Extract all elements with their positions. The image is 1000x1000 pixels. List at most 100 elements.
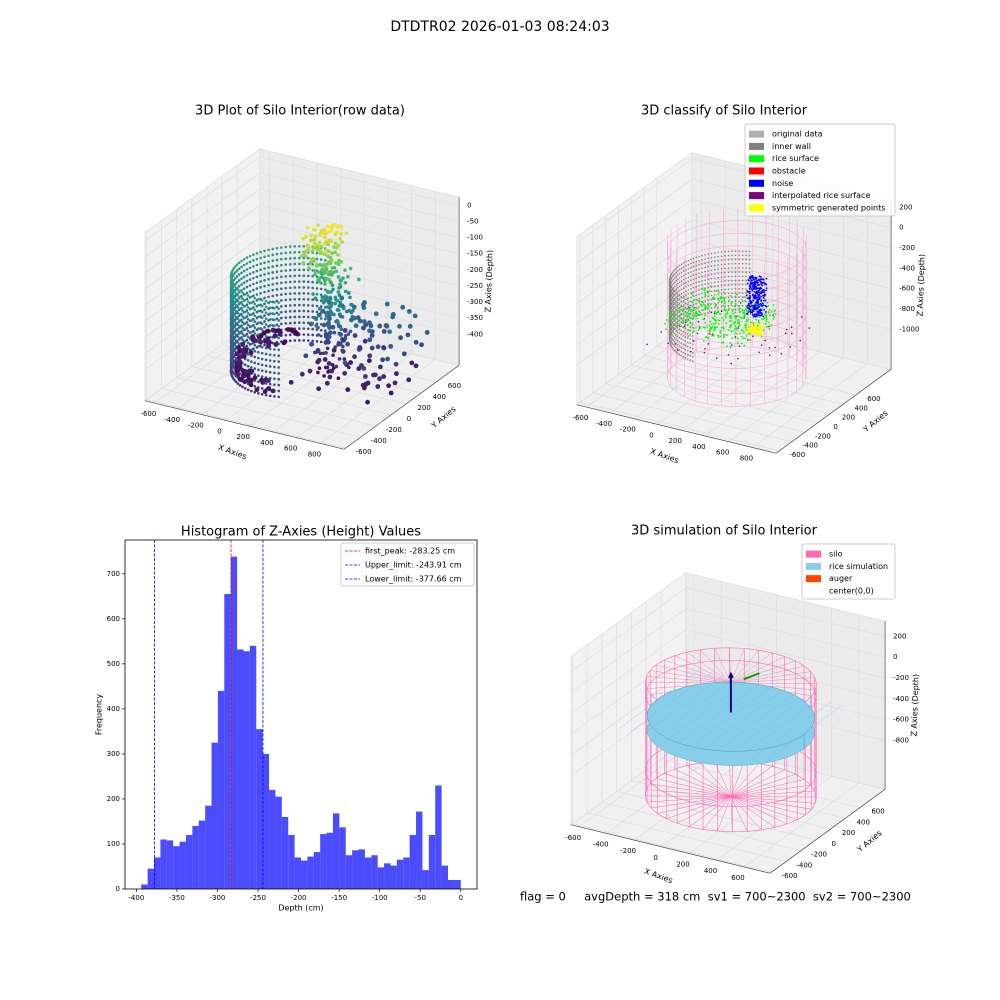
point xyxy=(321,300,326,305)
point xyxy=(692,317,695,319)
point xyxy=(673,315,676,318)
point xyxy=(264,323,268,326)
point xyxy=(306,262,310,266)
point xyxy=(316,333,321,337)
point xyxy=(340,349,346,354)
point xyxy=(725,309,728,312)
point xyxy=(317,366,322,371)
grid-line xyxy=(259,237,460,287)
point xyxy=(328,309,333,314)
point xyxy=(684,331,687,334)
point xyxy=(315,292,319,296)
point xyxy=(241,332,244,336)
point xyxy=(257,374,260,377)
point xyxy=(754,323,757,327)
point xyxy=(749,300,752,303)
point xyxy=(315,251,319,255)
histogram: -400 -350 -300 -250 -200 -150 -100 -50 001002003… xyxy=(95,525,478,913)
point xyxy=(330,363,335,367)
point xyxy=(237,267,241,270)
point xyxy=(669,296,671,298)
point xyxy=(741,250,744,252)
point xyxy=(678,340,681,343)
point xyxy=(701,296,704,299)
point xyxy=(762,294,764,297)
point xyxy=(686,354,689,356)
point xyxy=(670,341,673,343)
silo-wire xyxy=(730,796,812,810)
point xyxy=(317,240,322,245)
silo-wire xyxy=(730,796,817,798)
point xyxy=(741,292,744,294)
point xyxy=(257,321,260,325)
point xyxy=(330,251,334,256)
point xyxy=(320,268,324,273)
point xyxy=(250,330,253,334)
point xyxy=(721,300,724,303)
point xyxy=(704,262,706,265)
point xyxy=(724,313,727,316)
point xyxy=(253,373,257,376)
point xyxy=(672,306,675,308)
point xyxy=(768,325,770,328)
x-tick-label: -350 xyxy=(169,894,185,902)
point xyxy=(306,315,310,319)
point xyxy=(669,321,671,323)
point xyxy=(675,271,678,274)
point xyxy=(268,353,272,356)
point xyxy=(808,327,811,329)
point xyxy=(343,289,348,294)
point xyxy=(677,312,679,314)
point xyxy=(293,303,297,307)
point xyxy=(264,364,268,368)
point xyxy=(263,320,266,323)
silo-wire xyxy=(702,796,732,830)
point xyxy=(233,337,236,341)
point xyxy=(698,255,700,258)
silo-wire xyxy=(730,796,733,832)
point xyxy=(774,346,776,349)
point xyxy=(230,327,234,331)
point xyxy=(714,302,716,305)
point xyxy=(692,335,694,337)
point xyxy=(369,329,375,334)
point xyxy=(747,311,749,314)
point xyxy=(264,299,268,303)
point xyxy=(330,324,336,330)
point xyxy=(713,326,716,329)
point xyxy=(385,356,390,362)
point xyxy=(243,363,247,367)
point xyxy=(275,282,279,285)
point xyxy=(326,254,330,259)
point xyxy=(711,325,714,328)
point xyxy=(267,260,270,263)
point xyxy=(674,343,676,345)
point xyxy=(298,250,301,254)
point xyxy=(664,323,667,325)
point xyxy=(753,282,756,285)
x-tick-label: 800 xyxy=(740,454,753,462)
point xyxy=(329,290,333,294)
z-tick-label: -600 xyxy=(893,716,909,724)
point xyxy=(263,290,266,294)
point xyxy=(252,300,255,304)
point xyxy=(315,348,321,353)
point xyxy=(672,335,675,338)
point xyxy=(730,323,733,326)
point xyxy=(743,300,746,302)
point xyxy=(673,349,676,352)
y-tick-label: 0 xyxy=(833,423,837,431)
point xyxy=(260,375,264,378)
point xyxy=(246,359,250,362)
point xyxy=(388,390,394,396)
point xyxy=(669,338,671,340)
silo-wire xyxy=(700,762,732,797)
point xyxy=(669,325,671,328)
point xyxy=(231,318,235,321)
point xyxy=(695,260,698,263)
point xyxy=(245,256,249,259)
point xyxy=(680,292,683,295)
point xyxy=(727,309,730,311)
point xyxy=(668,294,671,297)
point xyxy=(298,268,301,272)
